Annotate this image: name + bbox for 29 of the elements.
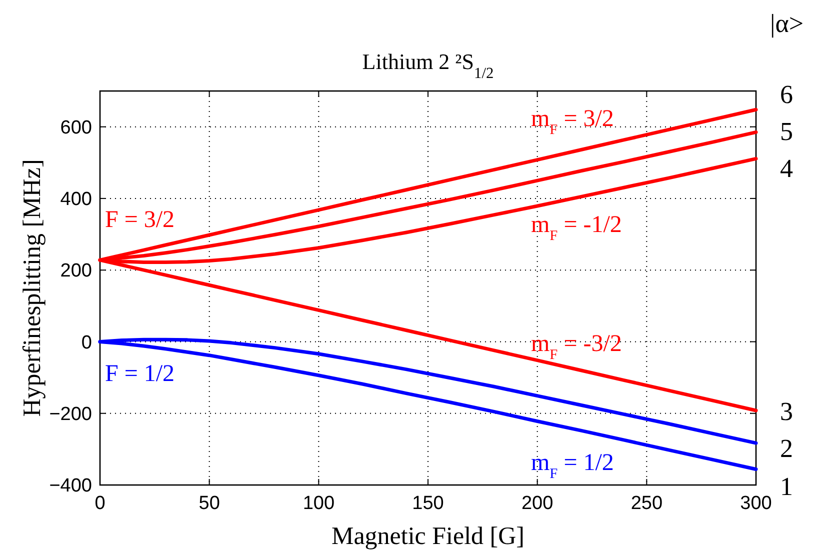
annotation: F = 1/2	[105, 361, 175, 387]
x-tick-label: 150	[412, 493, 444, 514]
text: 3	[780, 397, 793, 426]
annotation: m$_{F}$ = -1/2	[531, 212, 622, 244]
annotation: m$_{F}$ = -3/2	[531, 331, 622, 363]
x-tick-label: 0	[94, 493, 106, 514]
y-tick-label: 400	[60, 189, 92, 210]
y-tick-label: 600	[60, 117, 92, 138]
text: 6	[780, 80, 793, 109]
x-tick-label: 100	[302, 493, 335, 514]
annotation: m$_{F}$ = 1/2	[531, 450, 614, 482]
x-tick-label: 50	[198, 493, 220, 514]
annotation: F = 3/2	[105, 207, 175, 233]
chart-title: Lithium 2 ²S$_{1/2}$	[362, 49, 494, 82]
text: 1	[780, 472, 793, 501]
y-axis-title: Hyperfinesplitting [MHz]	[19, 159, 46, 417]
annotation: m$_{F}$ = 3/2	[531, 106, 614, 138]
text: |α>	[770, 9, 804, 38]
text: 4	[780, 154, 793, 183]
y-tick-label: 0	[81, 332, 92, 354]
text: 2	[780, 434, 793, 463]
x-tick-label: 200	[521, 493, 554, 514]
y-tick-label: −400	[49, 476, 92, 497]
y-tick-label: 200	[60, 260, 92, 282]
y-tick-label: −200	[49, 404, 92, 426]
x-tick-label: 250	[630, 493, 663, 514]
x-axis-title: Magnetic Field [G]	[331, 523, 525, 550]
x-tick-label: 300	[740, 493, 772, 514]
text: 5	[780, 117, 793, 146]
